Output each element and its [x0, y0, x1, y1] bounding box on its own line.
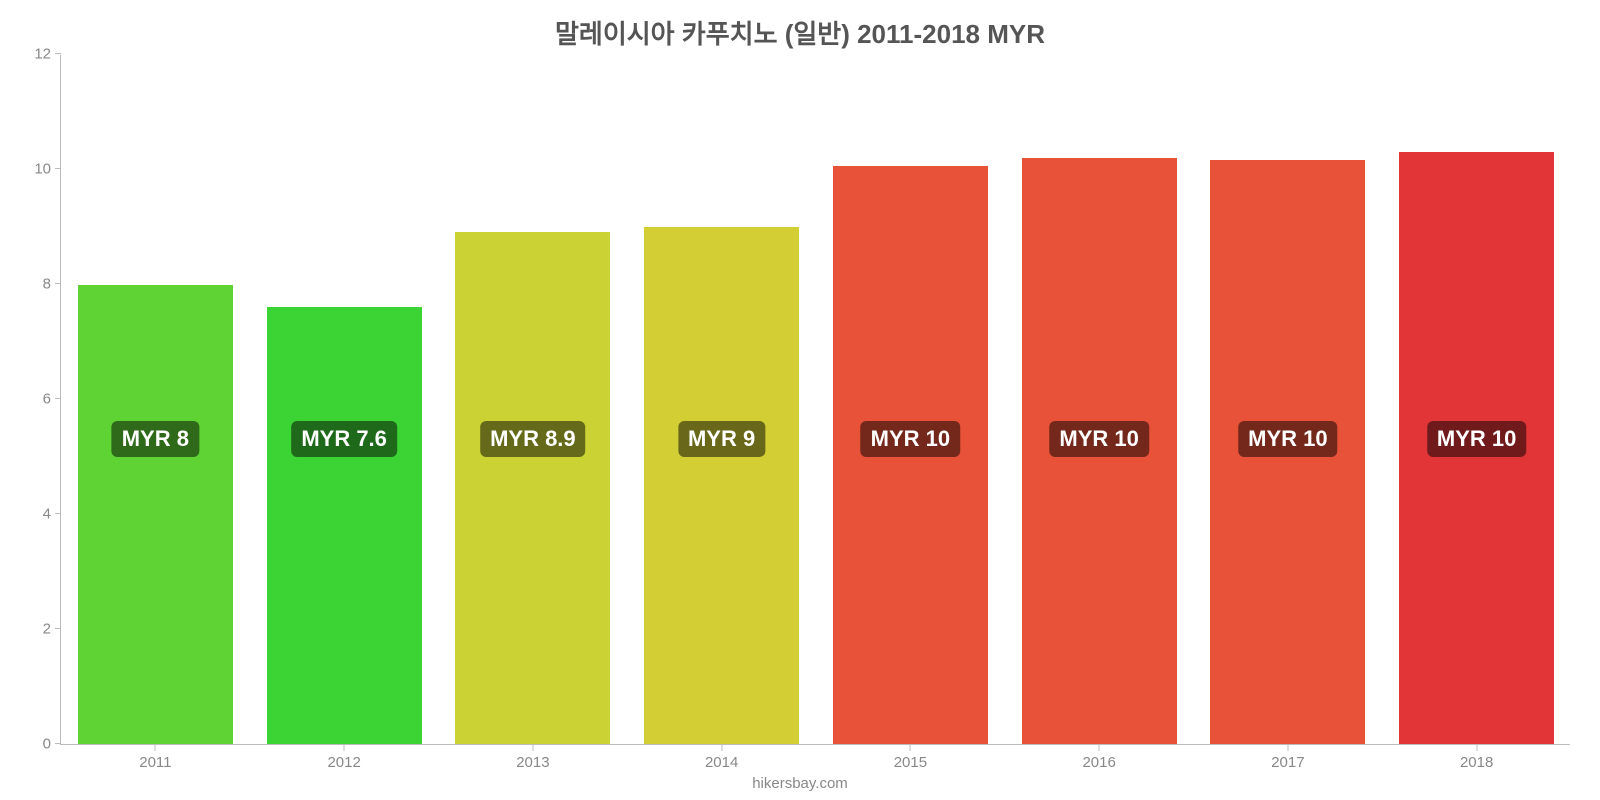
x-tick-mark	[155, 745, 156, 751]
y-tick-mark	[55, 743, 61, 744]
bar-value-label: MYR 10	[1427, 421, 1526, 457]
y-tick-mark	[55, 398, 61, 399]
bar-value-label: MYR 8.9	[480, 421, 586, 457]
y-tick-label: 0	[13, 736, 61, 753]
bar: MYR 7.6	[267, 307, 422, 744]
x-tick-mark	[1099, 745, 1100, 751]
bar-value-label: MYR 9	[678, 421, 765, 457]
bar: MYR 10	[1022, 158, 1177, 745]
x-tick-mark	[1476, 745, 1477, 751]
x-tick-mark	[344, 745, 345, 751]
bar: MYR 9	[644, 227, 799, 745]
y-tick-label: 2	[13, 621, 61, 638]
y-tick-mark	[55, 168, 61, 169]
y-tick-label: 12	[13, 46, 61, 63]
y-tick-label: 4	[13, 506, 61, 523]
y-tick-label: 10	[13, 161, 61, 178]
chart-container: 말레이시아 카푸치노 (일반) 2011-2018 MYR 024681012M…	[0, 0, 1600, 800]
y-tick-label: 6	[13, 391, 61, 408]
y-tick-mark	[55, 53, 61, 54]
x-tick-mark	[1287, 745, 1288, 751]
bar: MYR 10	[1210, 160, 1365, 744]
y-tick-mark	[55, 628, 61, 629]
footer-credit: hikersbay.com	[0, 775, 1600, 792]
x-tick-mark	[721, 745, 722, 751]
chart-title: 말레이시아 카푸치노 (일반) 2011-2018 MYR	[0, 14, 1600, 51]
y-tick-mark	[55, 513, 61, 514]
bar: MYR 8.9	[455, 232, 610, 744]
bar-value-label: MYR 10	[1049, 421, 1148, 457]
y-tick-label: 8	[13, 276, 61, 293]
x-tick-mark	[910, 745, 911, 751]
bar-value-label: MYR 7.6	[291, 421, 397, 457]
bar-value-label: MYR 8	[112, 421, 199, 457]
bar: MYR 10	[833, 166, 988, 744]
bar: MYR 8	[78, 285, 233, 744]
bar-value-label: MYR 10	[1238, 421, 1337, 457]
plot-area: 024681012MYR 82011MYR 7.62012MYR 8.92013…	[60, 55, 1570, 745]
x-tick-mark	[532, 745, 533, 751]
bar: MYR 10	[1399, 152, 1554, 744]
y-tick-mark	[55, 283, 61, 284]
bar-value-label: MYR 10	[861, 421, 960, 457]
